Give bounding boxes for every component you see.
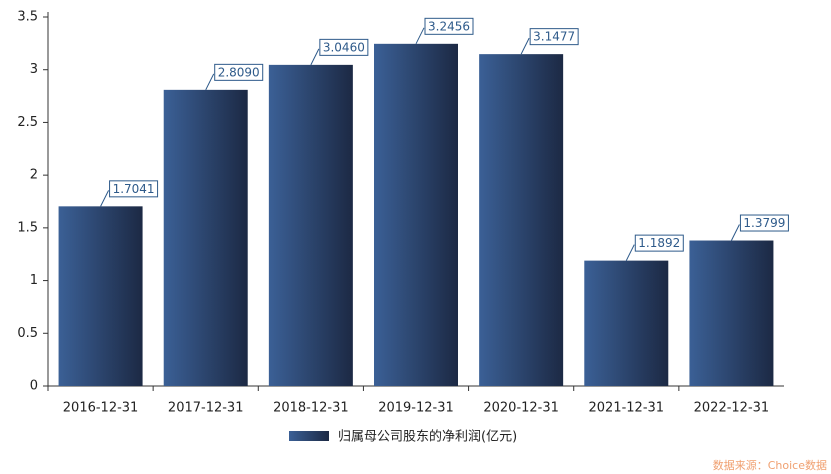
value-label: 1.1892 (638, 236, 680, 250)
label-leader (100, 190, 110, 207)
y-tick-label: 1.5 (17, 220, 38, 235)
value-label: 3.0460 (323, 40, 365, 54)
legend-label: 归属母公司股东的净利润(亿元) (338, 429, 517, 445)
source-note: 数据来源：Choice数据 (713, 458, 827, 472)
bar (374, 43, 458, 386)
label-leader (310, 48, 320, 66)
label-leader (625, 244, 635, 261)
x-tick-label: 2017-12-31 (168, 401, 244, 416)
x-tick-label: 2019-12-31 (378, 401, 454, 416)
bar (58, 206, 143, 386)
y-tick-label: 1 (30, 273, 38, 288)
value-label: 2.8090 (218, 65, 260, 79)
bar (268, 64, 353, 387)
y-tick-label: 2.5 (17, 115, 38, 130)
value-label-box (214, 63, 264, 81)
label-leader (730, 224, 740, 241)
x-tick-label: 2016-12-31 (63, 401, 139, 416)
bar (479, 54, 564, 386)
value-label: 3.1477 (533, 30, 575, 44)
bar (163, 89, 248, 387)
value-label: 1.7041 (113, 182, 155, 196)
value-label-box (319, 38, 369, 56)
value-label-box (529, 28, 579, 46)
bar (689, 240, 774, 386)
value-label-box (739, 214, 789, 232)
value-label-box (109, 180, 159, 198)
legend-swatch (289, 431, 329, 441)
label-leader (205, 73, 215, 91)
label-leader (415, 27, 425, 45)
x-tick-label: 2020-12-31 (483, 401, 559, 416)
y-tick-label: 3.5 (17, 10, 38, 25)
y-tick-label: 3 (30, 62, 38, 77)
y-tick-label: 2 (30, 168, 38, 183)
bar (584, 260, 669, 386)
y-tick-label: 0 (30, 379, 38, 394)
label-leader (520, 37, 530, 55)
value-label-box (424, 17, 474, 35)
x-tick-label: 2018-12-31 (273, 401, 349, 416)
value-label: 1.3799 (743, 216, 785, 230)
value-label: 3.2456 (428, 19, 470, 33)
x-tick-label: 2022-12-31 (694, 401, 770, 416)
x-tick-label: 2021-12-31 (589, 401, 665, 416)
y-tick-label: 0.5 (17, 326, 38, 341)
value-label-box (634, 234, 684, 252)
